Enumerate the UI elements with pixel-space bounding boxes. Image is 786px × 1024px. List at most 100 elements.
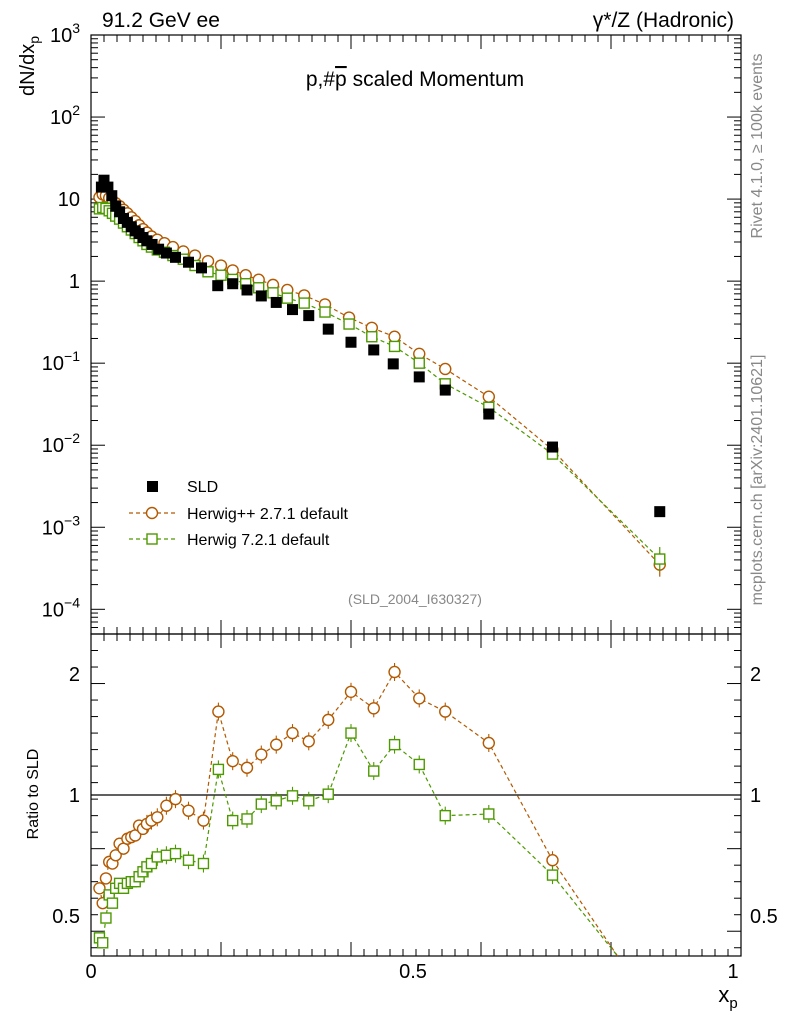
ratio-y-label-right-1: 1: [750, 785, 761, 807]
ratio-point: [197, 814, 210, 827]
data-point: [387, 358, 399, 370]
legend-marker-sld: [147, 481, 158, 492]
ratio-point: [241, 813, 253, 825]
x-tick-label-0: 0: [85, 961, 96, 983]
ratio-point: [345, 727, 357, 739]
ratio-point: [388, 665, 401, 679]
rivet-label: Rivet 4.1.0, ≥ 100k events: [749, 54, 766, 239]
data-point: [114, 206, 126, 218]
ratio-point: [212, 705, 225, 718]
data-point: [98, 174, 110, 186]
legend: SLD Herwig++ 2.7.1 default Herwig 7.2.1 …: [129, 479, 349, 549]
ratio-point: [93, 882, 106, 895]
data-point: [215, 269, 227, 281]
data-point: [106, 190, 118, 202]
data-point: [366, 331, 378, 343]
main-x-ticks: [90, 35, 742, 634]
legend-marker-herwig7: [146, 533, 158, 545]
ratio-point: [145, 857, 158, 870]
data-point: [110, 200, 122, 212]
ratio-point: [182, 804, 195, 817]
data-point: [281, 292, 293, 304]
ratio-point: [344, 685, 358, 698]
ratio-point: [255, 798, 267, 810]
data-point: [241, 284, 253, 296]
ratio-point: [182, 854, 195, 866]
data-point: [439, 384, 451, 396]
x-axis-label: xp: [718, 982, 737, 1012]
data-point: [322, 323, 334, 335]
ratio-point: [226, 754, 239, 768]
ratio-line-extension: [552, 874, 618, 957]
ratio-point: [106, 897, 119, 909]
ratio-point: [388, 738, 401, 751]
data-point: [654, 553, 666, 565]
ratio-line-extension: [552, 859, 618, 957]
ratio-point: [96, 937, 109, 949]
ratio-point: [413, 758, 425, 771]
data-point: [654, 506, 666, 518]
data-point: [439, 362, 452, 376]
x-tick-label-05: 0.5: [399, 961, 427, 983]
ratio-point: [212, 763, 225, 776]
ratio-point: [413, 692, 426, 705]
data-point: [303, 310, 315, 322]
ratio-point: [99, 872, 113, 885]
ratio-y-label-left-2: 2: [69, 664, 80, 686]
ratio-point: [169, 847, 182, 860]
ratio-panel: 2 1 0.5 2 1 0.5 Ratio to SLD 0 0.5 1 xp: [25, 633, 778, 1012]
data-point: [153, 243, 165, 255]
plot-title: p,#p scaled Momentum: [306, 68, 524, 91]
main-series: [93, 174, 666, 577]
ratio-point: [546, 869, 559, 881]
ratio-point: [303, 795, 315, 807]
ratio-point: [546, 854, 559, 867]
ratio-point: [322, 713, 335, 727]
data-point: [413, 357, 425, 369]
y-tick-label: 10: [58, 189, 80, 211]
data-point: [227, 278, 239, 290]
legend-marker-herwigpp: [145, 506, 159, 520]
data-point: [255, 290, 267, 302]
y-tick-label: 1: [69, 271, 80, 293]
data-point: [170, 251, 181, 263]
ratio-point: [483, 808, 495, 820]
data-point: [287, 304, 298, 316]
mcplots-label: mcplots.cern.ch [arXiv:2401.10621]: [749, 355, 766, 606]
data-point: [368, 344, 380, 356]
ratio-point: [367, 702, 380, 715]
ratio-point: [151, 811, 164, 824]
ratio-y-label-right-05: 0.5: [750, 906, 778, 928]
ratio-point: [439, 809, 451, 822]
data-point: [183, 256, 194, 268]
data-point: [146, 238, 158, 250]
ratio-line: [98, 670, 554, 904]
legend-label-herwig7: Herwig 7.2.1 default: [187, 532, 330, 549]
data-point: [267, 287, 279, 299]
data-point: [343, 318, 355, 330]
y-tick-label: 10−2: [42, 430, 80, 457]
data-point: [388, 330, 401, 343]
data-point: [160, 247, 172, 259]
analysis-tag: (SLD_2004_I630327): [348, 591, 482, 607]
ratio-point: [286, 726, 299, 740]
data-point: [212, 280, 224, 292]
ratio-y-label-left-05: 0.5: [52, 906, 80, 928]
ratio-point: [322, 788, 334, 800]
ratio-point: [286, 790, 299, 802]
ratio-y-label-left-1: 1: [69, 785, 80, 807]
ratio-point: [270, 795, 282, 807]
data-point: [345, 336, 357, 348]
data-point: [196, 262, 207, 274]
ratio-x-ticks: [90, 634, 742, 956]
y-tick-label: 102: [50, 102, 80, 129]
ratio-point: [197, 857, 210, 870]
ratio-point: [255, 748, 268, 761]
ratio-point: [240, 761, 254, 774]
ratio-point: [226, 814, 239, 827]
legend-label-herwigpp: Herwig++ 2.7.1 default: [187, 506, 349, 523]
ratio-point: [100, 912, 112, 924]
